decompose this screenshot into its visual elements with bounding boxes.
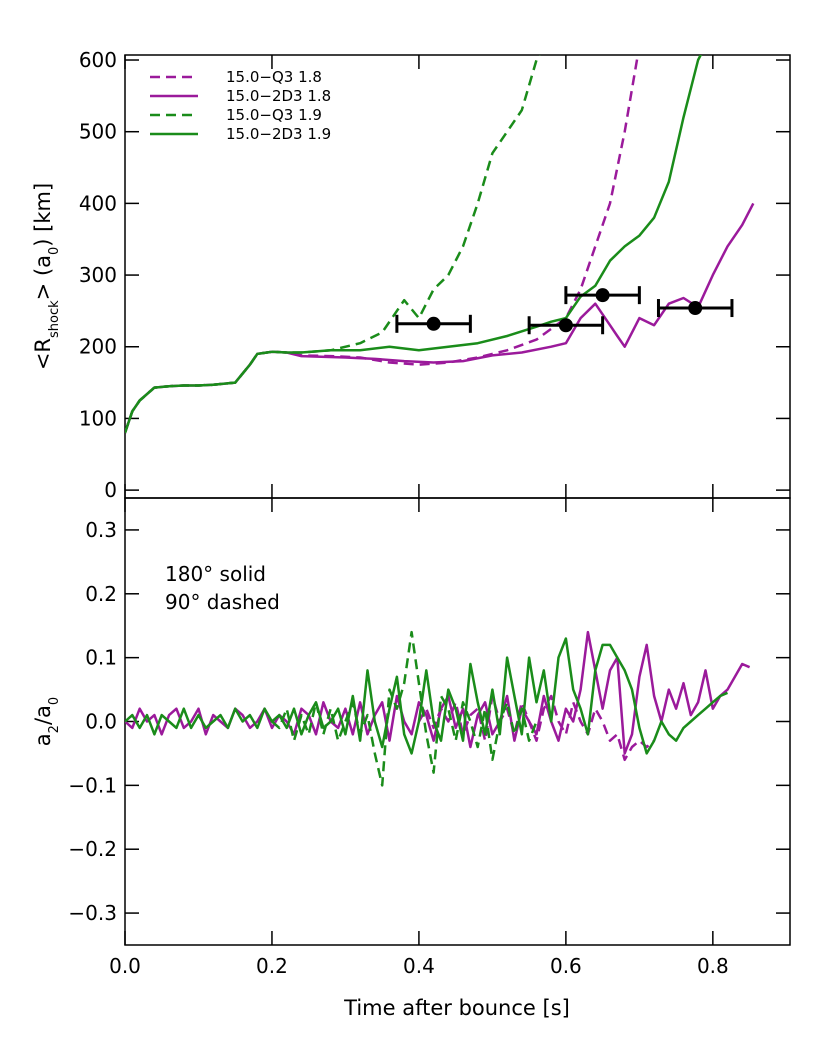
legend-label: 15.0−Q3 1.8 [226,68,322,86]
series-line [271,630,538,787]
legend-label: 15.0−2D3 1.9 [226,125,331,143]
x-tick-label: 0.2 [256,954,288,978]
y-tick-label: 500 [79,120,117,144]
series-line [417,694,655,762]
y-tick-label: 0.1 [85,646,117,670]
y-axis-label-subscript: shock [47,300,62,338]
y-tick-label: 100 [79,406,117,430]
y-axis-label-subscript: 0 [47,247,62,255]
x-tick-label: 0.6 [550,954,582,978]
y-axis-label-part: /a [31,705,55,725]
y-axis-label-part: a [31,733,55,746]
y-tick-label: 300 [79,263,117,287]
y-tick-label: 0 [104,478,117,502]
y-axis-label-part: ) [km] [31,183,55,247]
annotation: 180° solid [165,562,266,586]
y-axis-label-subscript: 0 [47,697,62,705]
y-axis-label: <Rshock> (a0) [km] [31,183,62,370]
y-tick-label: 0.2 [85,582,117,606]
series-group [125,55,755,434]
series-line [125,55,640,434]
y-tick-label: −0.3 [68,901,117,925]
data-point [688,301,703,316]
data-point [558,318,573,333]
y-tick-label: 0.0 [85,710,117,734]
y-tick-label: −0.1 [68,773,117,797]
plot-frame [124,54,791,499]
series-line [125,637,729,755]
x-axis-label: Time after bounce [s] [343,996,570,1020]
x-tick-label: 0.8 [697,954,729,978]
y-tick-label: −0.2 [68,837,117,861]
data-point [426,316,441,331]
legend-label: 15.0−Q3 1.9 [226,106,322,124]
y-tick-label: 400 [79,191,117,215]
y-tick-label: 0.3 [85,518,117,542]
series-line [125,55,703,434]
y-tick-label: 200 [79,335,117,359]
x-tick-label: 0.0 [109,954,141,978]
y-axis-label-part: <R [31,338,55,370]
x-tick-label: 0.4 [403,954,435,978]
y-axis-label-part: > (a [31,255,55,300]
y-tick-label: 600 [79,48,117,72]
series-line [125,55,541,434]
series-line [125,202,755,434]
y-axis-label-subscript: 2 [47,725,62,733]
series-group [125,630,751,787]
legend-label: 15.0−2D3 1.8 [226,87,331,105]
annotation: 90° dashed [165,590,280,614]
y-axis-label: a2/a0 [31,697,62,746]
data-point [595,288,610,303]
